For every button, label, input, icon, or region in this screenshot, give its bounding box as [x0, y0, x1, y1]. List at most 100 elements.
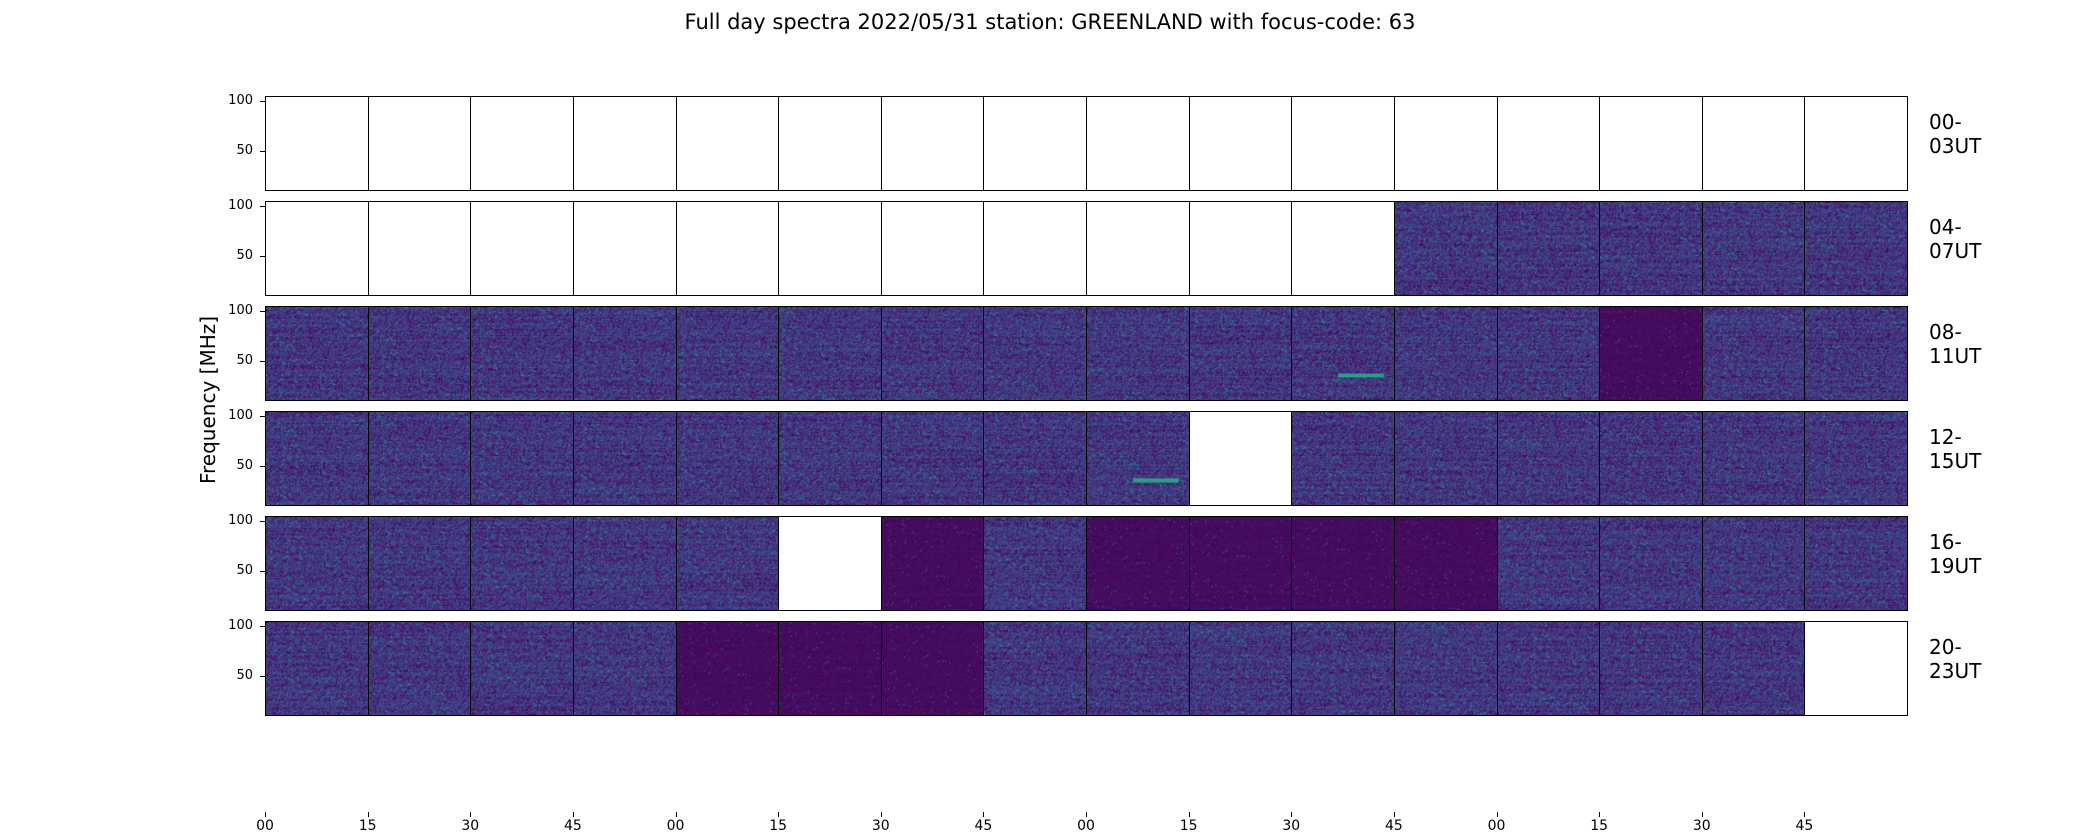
- spectrum-heatmap: [1600, 517, 1702, 610]
- spectrum-heatmap: [1805, 202, 1907, 295]
- row-time-label: 04-07UT: [1929, 215, 1982, 263]
- spectrum-heatmap: [1189, 517, 1292, 610]
- x-tick-mark: [1804, 812, 1806, 817]
- spectrum-heatmap: [1600, 202, 1702, 295]
- spectrum-heatmap: [1497, 412, 1600, 505]
- x-tick-label: 30: [1282, 818, 1301, 834]
- spectrum-heatmap: [471, 622, 573, 715]
- spectrum-heatmap: [368, 307, 471, 400]
- spectrum-heatmap: [1702, 307, 1805, 400]
- spectrum-panel: [470, 306, 574, 401]
- spectrum-heatmap: [1702, 622, 1805, 715]
- spectrum-panel: [265, 516, 369, 611]
- x-tick-label: 15: [1179, 818, 1198, 834]
- spectrum-panel: [470, 516, 574, 611]
- empty-spectrum-panel: [1599, 96, 1703, 191]
- spectrum-panel: [1188, 621, 1293, 716]
- x-tick-mark: [1393, 812, 1395, 817]
- x-tick-label: 45: [1384, 818, 1403, 834]
- y-tick-mark: [260, 311, 265, 312]
- spectrum-panel: [1701, 516, 1806, 611]
- spectrum-panel: [1291, 516, 1395, 611]
- y-tick-mark: [260, 626, 265, 627]
- spectrum-panel: [1804, 201, 1908, 296]
- spectra-row: 100 50 00-03UT: [228, 93, 1981, 191]
- spectra-row: 100 50 20-23UT: [228, 618, 1981, 716]
- spectrum-panel: [983, 411, 1087, 506]
- empty-spectrum-panel: [1496, 96, 1601, 191]
- spectrum-heatmap: [368, 622, 471, 715]
- spectrum-panel: [470, 621, 574, 716]
- y-tick-mark: [260, 676, 265, 677]
- spectrum-heatmap: [368, 517, 471, 610]
- row-time-label: 08-11UT: [1929, 320, 1982, 368]
- x-tick-mark: [1291, 812, 1293, 817]
- spectrum-heatmap: [1600, 622, 1702, 715]
- empty-spectrum-panel: [265, 96, 369, 191]
- spectrum-heatmap: [1292, 517, 1394, 610]
- spectrum-heatmap: [1497, 307, 1600, 400]
- spectrum-heatmap: [881, 307, 984, 400]
- spectrum-panel: [265, 306, 369, 401]
- spectrum-heatmap: [676, 307, 779, 400]
- spectrum-panel: [1393, 621, 1498, 716]
- empty-spectrum-panel: [367, 201, 472, 296]
- x-tick-label: 00: [1077, 818, 1095, 834]
- spectrum-heatmap: [1292, 412, 1394, 505]
- x-tick-label: 45: [563, 818, 582, 834]
- spectrum-panel: [265, 411, 369, 506]
- x-tick-mark: [1599, 812, 1601, 817]
- empty-spectrum-panel: [1188, 201, 1293, 296]
- spectrum-panel: [265, 621, 369, 716]
- empty-spectrum-panel: [983, 201, 1087, 296]
- spectrum-heatmap: [1292, 307, 1394, 400]
- chart-title: Full day spectra 2022/05/31 station: GRE…: [684, 10, 1416, 34]
- spectrum-heatmap: [984, 307, 1086, 400]
- spectrum-heatmap: [1600, 412, 1702, 505]
- spectrum-panel: [778, 411, 882, 506]
- empty-spectrum-panel: [1188, 96, 1293, 191]
- x-tick-mark: [1086, 812, 1087, 817]
- x-tick-mark: [778, 812, 780, 817]
- spectrum-panel: [470, 411, 574, 506]
- empty-spectrum-panel: [983, 96, 1087, 191]
- spectrum-panel: [778, 621, 882, 716]
- spectrum-heatmap: [779, 622, 881, 715]
- x-tick-mark: [470, 812, 472, 817]
- spectrum-panel: [1393, 411, 1498, 506]
- empty-spectrum-panel: [778, 516, 882, 611]
- spectrum-panel: [1393, 201, 1498, 296]
- empty-spectrum-panel: [572, 201, 677, 296]
- spectrum-panel: [675, 621, 780, 716]
- spectrum-heatmap: [676, 622, 779, 715]
- spectrum-heatmap: [984, 412, 1086, 505]
- spectrum-heatmap: [1805, 412, 1907, 505]
- spectrum-heatmap: [1805, 517, 1907, 610]
- spectrum-heatmap: [1394, 517, 1497, 610]
- spectrum-panel: [983, 306, 1087, 401]
- y-tick-mark: [260, 466, 265, 467]
- x-tick-label: 15: [769, 818, 788, 834]
- y-tick-label: 100: [228, 408, 253, 423]
- spectrum-panel: [367, 516, 472, 611]
- empty-spectrum-panel: [1804, 96, 1908, 191]
- spectrum-heatmap: [266, 622, 368, 715]
- spectrum-heatmap: [573, 307, 676, 400]
- empty-spectrum-panel: [1086, 201, 1190, 296]
- spectrum-heatmap: [471, 307, 573, 400]
- y-tick-mark: [260, 151, 265, 152]
- spectrum-heatmap: [881, 412, 984, 505]
- x-tick-label: 45: [974, 818, 993, 834]
- empty-spectrum-panel: [470, 96, 574, 191]
- row-time-label: 12-15UT: [1929, 425, 1982, 473]
- x-tick-mark: [1701, 812, 1703, 817]
- spectrum-panel: [880, 306, 985, 401]
- empty-spectrum-panel: [778, 96, 882, 191]
- spectrum-panel: [675, 516, 780, 611]
- empty-spectrum-panel: [1804, 621, 1908, 716]
- spectrum-panel: [1599, 306, 1703, 401]
- x-tick-label: 15: [1590, 818, 1609, 834]
- x-tick-label: 45: [1795, 818, 1814, 834]
- spectra-row: 100 50 08-11UT: [228, 303, 1981, 401]
- spectrum-panel: [983, 621, 1087, 716]
